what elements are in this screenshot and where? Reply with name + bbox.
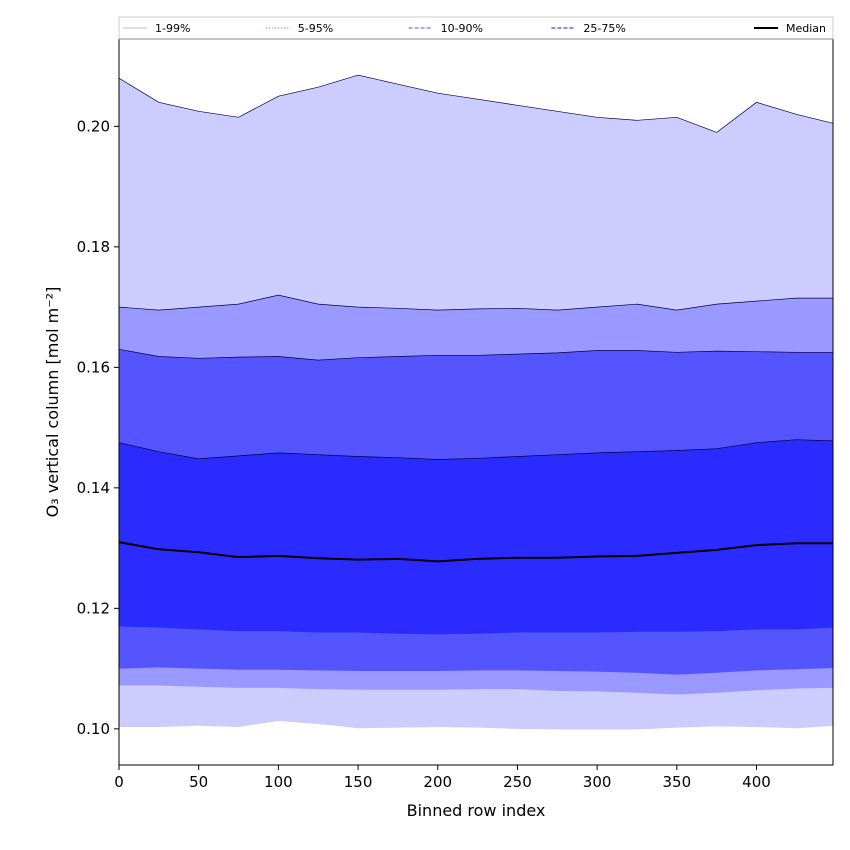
x-tick-label: 150 <box>344 773 373 791</box>
band-1-99-upper-edge <box>118 74 834 133</box>
y-tick-label: 0.12 <box>77 599 110 617</box>
y-tick-label: 0.16 <box>77 358 110 376</box>
band-25-75-upper-edge <box>118 439 834 460</box>
x-axis-title: Binned row index <box>407 801 546 820</box>
x-tick-label: 0 <box>114 773 124 791</box>
x-tick-label: 400 <box>742 773 771 791</box>
median-layer <box>118 541 833 563</box>
x-axis: 0 50 100 150 200 250 300 350 400 <box>114 765 771 791</box>
y-tick-label: 0.14 <box>77 479 110 497</box>
x-tick-label: 300 <box>583 773 612 791</box>
x-tick-label: 350 <box>662 773 691 791</box>
y-tick-label: 0.20 <box>77 117 110 135</box>
x-tick-label: 250 <box>503 773 532 791</box>
legend-label-10-90: 10-90% <box>441 22 483 35</box>
legend-label-median: Median <box>786 22 826 35</box>
band-5-95-upper-edge <box>118 294 833 311</box>
legend-label-5-95: 5-95% <box>298 22 333 35</box>
x-tick-label: 50 <box>189 773 208 791</box>
y-tick-label: 0.18 <box>77 238 110 256</box>
x-tick-label: 200 <box>423 773 452 791</box>
legend: 1-99% 5-95% 10-90% 25-75% Median <box>118 16 834 40</box>
y-tick-label: 0.10 <box>77 720 110 738</box>
legend-label-25-75: 25-75% <box>583 22 625 35</box>
band-10-90-upper-edge <box>118 348 833 361</box>
band-25-75 <box>119 439 833 635</box>
x-tick-label: 100 <box>264 773 293 791</box>
y-axis: 0.10 0.12 0.14 0.16 0.18 0.20 <box>77 117 119 738</box>
legend-label-1-99: 1-99% <box>155 22 190 35</box>
y-axis-title: O₃ vertical column [mol m⁻²] <box>43 287 62 518</box>
median-line <box>118 541 833 563</box>
bands-layer <box>118 74 834 730</box>
